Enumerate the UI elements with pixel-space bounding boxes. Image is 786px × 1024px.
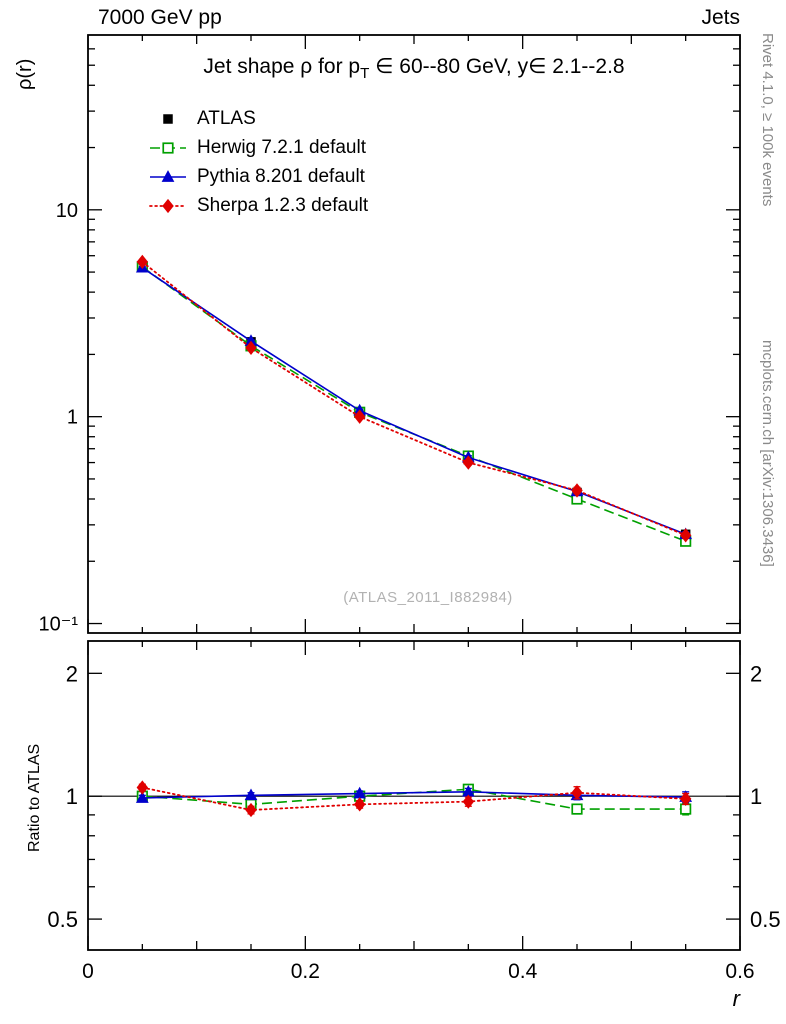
rivet-version-label: Rivet 4.1.0, ≥ 100k events — [759, 33, 776, 207]
beam-energy-label: 7000 GeV pp — [98, 6, 222, 29]
legend-label-pythia: Pythia 8.201 default — [197, 165, 365, 187]
y-axis-label: ρ(r) — [14, 58, 36, 90]
svg-text:0.5: 0.5 — [750, 907, 781, 932]
tick-labels: 10 1 10⁻¹ 2 2 1 1 0.5 0.5 0 0.2 0.4 0.6 — [39, 200, 781, 983]
legend: ATLAS Herwig 7.2.1 default Pythia 8.201 … — [148, 104, 368, 220]
x-axis-label: r — [732, 986, 740, 1011]
legend-marker-sherpa-icon — [148, 197, 188, 215]
legend-label-herwig: Herwig 7.2.1 default — [197, 136, 366, 158]
mcplots-arxiv-label: mcplots.cern.ch [arXiv:1306.3436] — [759, 340, 776, 567]
svg-text:10⁻¹: 10⁻¹ — [39, 614, 79, 636]
legend-item: Pythia 8.201 default — [148, 162, 368, 191]
legend-item: Sherpa 1.2.3 default — [148, 191, 368, 220]
svg-text:0.4: 0.4 — [508, 960, 538, 983]
ratio-y-axis-label: Ratio to ATLAS — [26, 743, 43, 852]
svg-text:0.2: 0.2 — [291, 960, 320, 983]
series-sherpa — [136, 254, 692, 818]
svg-text:10: 10 — [56, 200, 78, 222]
plot-title-pre: Jet shape ρ for p — [203, 55, 361, 78]
axis-ticks — [87, 35, 741, 950]
legend-item: ATLAS — [148, 104, 368, 133]
svg-text:1: 1 — [67, 407, 78, 429]
legend-label-sherpa: Sherpa 1.2.3 default — [197, 194, 369, 216]
analysis-id-watermark: (ATLAS_2011_I882984) — [343, 589, 513, 606]
svg-text:2: 2 — [66, 661, 78, 686]
legend-marker-herwig-icon — [148, 139, 188, 157]
svg-text:1: 1 — [750, 784, 762, 809]
svg-text:0: 0 — [82, 960, 94, 983]
plot-title-sub: T — [360, 65, 370, 83]
process-label: Jets — [701, 6, 740, 29]
svg-text:2: 2 — [750, 661, 762, 686]
legend-marker-pythia-icon — [148, 168, 188, 186]
svg-text:1: 1 — [66, 784, 78, 809]
series-atlas — [137, 262, 691, 540]
svg-text:0.5: 0.5 — [47, 907, 78, 932]
plot-title-post: ∈ 60--80 GeV, y∈ 2.1--2.8 — [369, 55, 625, 78]
svg-text:0.6: 0.6 — [725, 960, 754, 983]
legend-item: Herwig 7.2.1 default — [148, 133, 368, 162]
legend-label-atlas: ATLAS — [197, 107, 256, 129]
series-pythia — [135, 260, 693, 804]
series-herwig — [136, 261, 692, 816]
legend-marker-atlas-icon — [148, 110, 188, 128]
plot-title: Jet shape ρ for pT ∈ 60--80 GeV, y∈ 2.1-… — [88, 54, 740, 82]
